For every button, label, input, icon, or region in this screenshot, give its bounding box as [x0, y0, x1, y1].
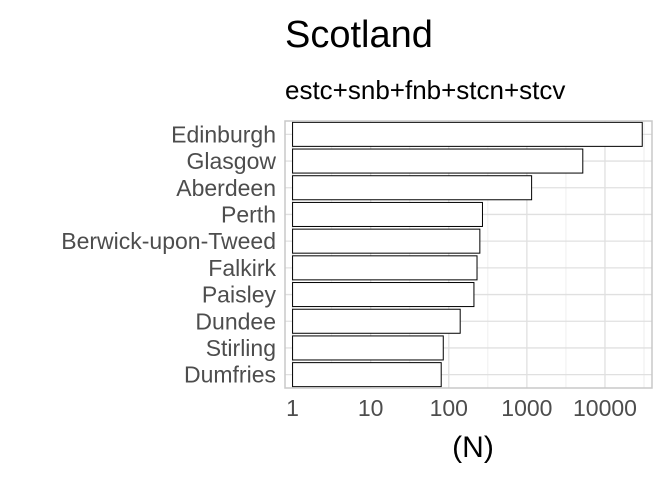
bar-perth: [292, 201, 483, 227]
x-tick-label: 100: [430, 395, 468, 421]
y-tick-label: Edinburgh: [171, 121, 276, 147]
x-tick-label: 10: [358, 395, 384, 421]
y-tick-label: Aberdeen: [176, 175, 276, 201]
bar-glasgow: [292, 148, 584, 174]
bar-dundee: [292, 308, 461, 334]
x-axis-labels: 1 10 100 1000 10000: [286, 395, 637, 421]
y-tick-label: Dundee: [195, 308, 276, 334]
x-axis-title: (N): [452, 431, 494, 464]
y-tick-label: Glasgow: [187, 148, 277, 174]
bar-dumfries: [292, 362, 442, 388]
x-tick-label: 1: [286, 395, 299, 421]
chart-subtitle: estc+snb+fnb+stcn+stcv: [285, 75, 565, 105]
chart-title: Scotland: [285, 14, 433, 56]
bar-berwick-upon-tweed: [292, 228, 481, 254]
bar-edinburgh: [292, 121, 643, 147]
panel-border: [284, 120, 653, 389]
y-tick-label: Falkirk: [208, 255, 276, 281]
y-tick-label: Stirling: [206, 335, 276, 361]
y-tick-label: Dumfries: [184, 362, 276, 388]
bar-falkirk: [292, 255, 478, 281]
x-tick-label: 1000: [501, 395, 552, 421]
y-tick-label: Perth: [221, 201, 276, 227]
y-tick-label: Berwick-upon-Tweed: [61, 228, 276, 254]
x-tick-label: 10000: [573, 395, 637, 421]
bars-layer: [292, 121, 643, 388]
bar-stirling: [292, 335, 444, 361]
y-tick-label: Paisley: [202, 282, 277, 308]
y-axis-labels: EdinburghGlasgowAberdeenPerthBerwick-upo…: [61, 121, 276, 387]
bar-paisley: [292, 282, 475, 308]
bar-aberdeen: [292, 175, 533, 201]
